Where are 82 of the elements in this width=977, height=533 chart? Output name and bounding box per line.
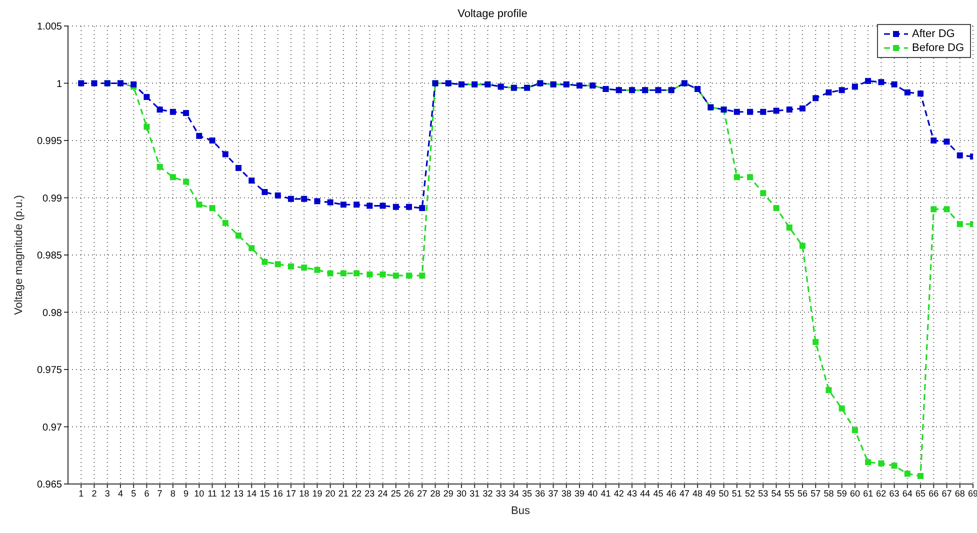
x-tick-label: 52 [745, 488, 756, 498]
x-tick-label: 50 [718, 488, 729, 498]
x-tick-label: 44 [640, 488, 650, 498]
x-tick-label: 3 [104, 488, 110, 498]
y-tick-label: 0.985 [36, 250, 62, 262]
x-tick-label: 41 [600, 488, 611, 498]
x-tick-label: 26 [404, 488, 414, 498]
x-tick-label: 38 [561, 488, 572, 498]
legend-label: After DG [912, 27, 955, 41]
x-tick-label: 10 [194, 488, 204, 498]
x-tick-label: 66 [928, 488, 939, 498]
x-tick-label: 57 [810, 488, 821, 498]
legend-label: Before DG [912, 41, 964, 55]
x-tick-label: 42 [614, 488, 624, 498]
x-tick-label: 55 [784, 488, 794, 498]
y-tick-label: 1.005 [36, 22, 62, 33]
x-tick-label: 9 [184, 488, 189, 498]
x-tick-label: 11 [208, 488, 217, 498]
x-tick-label: 40 [588, 488, 598, 498]
x-tick-label: 62 [876, 488, 886, 498]
x-tick-label: 25 [390, 488, 401, 498]
y-tick-label: 0.97 [42, 422, 62, 434]
y-tick-label: 0.995 [36, 136, 62, 148]
x-tick-label: 33 [496, 488, 506, 498]
x-tick-label: 4 [118, 488, 123, 498]
chart-title: Voltage profile [456, 8, 528, 20]
x-tick-label: 2 [92, 488, 97, 498]
x-tick-label: 23 [364, 488, 375, 498]
x-tick-label: 61 [863, 488, 874, 498]
y-tick-label: 0.965 [36, 480, 62, 491]
x-tick-label: 8 [170, 488, 176, 498]
x-tick-label: 18 [299, 488, 310, 498]
x-tick-label: 63 [889, 488, 900, 498]
x-tick-label: 58 [824, 488, 834, 498]
x-tick-label: 5 [131, 488, 136, 498]
x-tick-label: 21 [338, 488, 348, 498]
x-tick-label: 35 [522, 488, 532, 498]
x-tick-label: 47 [679, 488, 690, 498]
x-tick-label: 16 [272, 488, 283, 498]
x-tick-label: 67 [942, 488, 952, 498]
x-tick-label: 24 [378, 488, 388, 498]
x-tick-label: 51 [732, 488, 742, 498]
x-tick-label: 59 [836, 488, 847, 498]
x-tick-label: 20 [325, 488, 336, 498]
x-tick-label: 15 [260, 488, 270, 498]
x-tick-label: 30 [456, 488, 466, 498]
y-tick-label: 1 [56, 78, 62, 90]
x-tick-label: 19 [312, 488, 322, 498]
x-tick-label: 14 [246, 488, 257, 498]
y-tick-label: 0.98 [42, 308, 62, 319]
x-tick-label: 17 [286, 488, 296, 498]
x-tick-label: 27 [417, 488, 428, 498]
x-tick-label: 46 [666, 488, 676, 498]
x-tick-label: 56 [797, 488, 808, 498]
x-tick-label: 31 [470, 488, 480, 498]
x-tick-label: 34 [508, 488, 519, 498]
x-tick-label: 60 [850, 488, 860, 498]
y-tick-label: 0.975 [36, 365, 62, 376]
x-tick-label: 1 [78, 488, 84, 498]
x-tick-label: 22 [352, 488, 362, 498]
x-tick-label: 28 [430, 488, 440, 498]
x-tick-label: 12 [220, 488, 230, 498]
x-tick-label: 43 [626, 488, 637, 498]
x-tick-label: 13 [234, 488, 244, 498]
x-tick-label: 54 [771, 488, 782, 498]
x-tick-label: 6 [144, 488, 150, 498]
y-tick-label: 0.99 [42, 193, 62, 204]
x-tick-label: 49 [706, 488, 716, 498]
x-tick-label: 48 [692, 488, 703, 498]
x-tick-label: 7 [157, 488, 162, 498]
x-tick-label: 64 [902, 488, 912, 498]
x-tick-label: 53 [758, 488, 768, 498]
x-tick-label: 65 [916, 488, 926, 498]
x-tick-label: 68 [954, 488, 965, 498]
x-axis-title: Bus [511, 505, 530, 517]
x-tick-label: 36 [535, 488, 546, 498]
x-tick-label: 37 [548, 488, 558, 498]
x-tick-label: 32 [482, 488, 493, 498]
y-axis-title: Voltage magnitude (p.u.) [12, 195, 25, 315]
x-tick-label: 45 [653, 488, 664, 498]
x-tick-label: 39 [574, 488, 585, 498]
x-tick-label: 29 [443, 488, 454, 498]
